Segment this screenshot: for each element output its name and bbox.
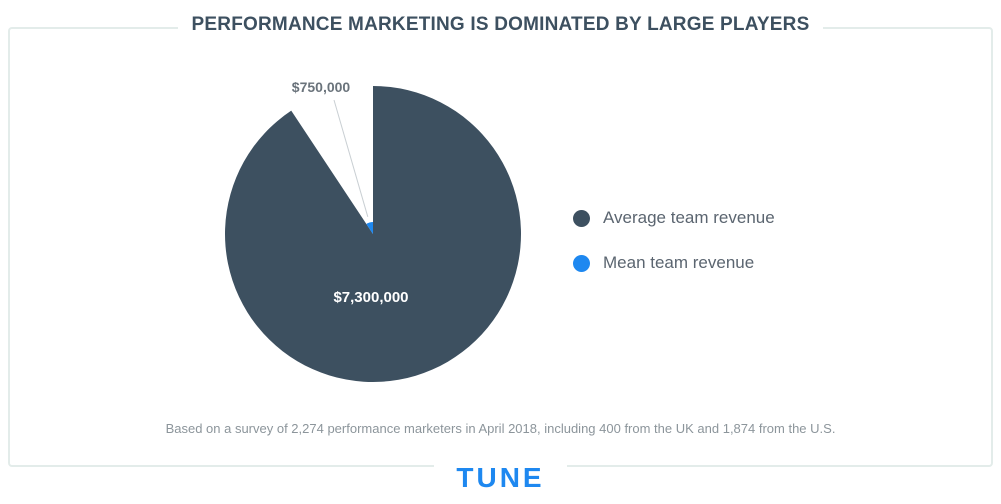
legend: Average team revenue Mean team revenue: [573, 206, 775, 296]
pie-label-average: $7,300,000: [333, 289, 408, 306]
legend-item-mean: Mean team revenue: [573, 251, 775, 275]
pie-slice-average: [224, 86, 521, 382]
pie-leader-line-mean: [333, 99, 369, 217]
tune-logo: TUNE: [434, 462, 567, 493]
legend-label-average: Average team revenue: [603, 208, 775, 227]
pie-label-mean: $750,000: [292, 79, 351, 95]
tune-logo-wrap: TUNE: [0, 462, 1001, 494]
chart-title: PERFORMANCE MARKETING IS DOMINATED BY LA…: [177, 14, 824, 35]
legend-swatch-mean: [573, 254, 590, 272]
legend-swatch-average: [573, 209, 590, 227]
chart-title-wrap: PERFORMANCE MARKETING IS DOMINATED BY LA…: [0, 14, 1001, 36]
legend-label-mean: Mean team revenue: [603, 253, 755, 272]
pie-slice-mean: [366, 222, 373, 234]
footnote: Based on a survey of 2,274 performance m…: [165, 421, 836, 436]
legend-item-average: Average team revenue: [573, 206, 775, 230]
